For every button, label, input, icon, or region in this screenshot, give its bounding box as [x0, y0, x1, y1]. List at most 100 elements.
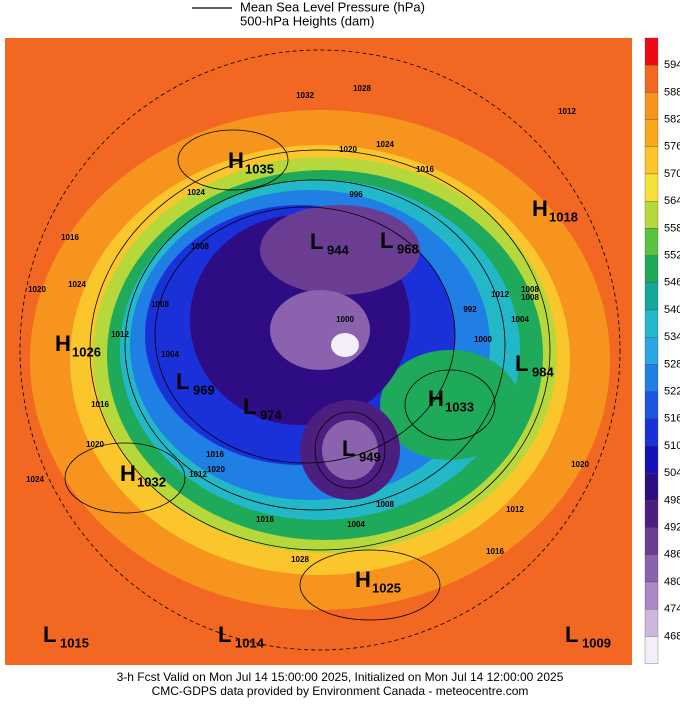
- center-value: 1025: [372, 580, 401, 595]
- colorbar-label: 474: [664, 603, 680, 615]
- isobar-label: 1000: [336, 315, 354, 324]
- colorbar-label: 486: [664, 549, 680, 561]
- height-area: [331, 333, 359, 357]
- colorbar-swatch: [644, 609, 659, 637]
- center-type: L: [310, 229, 323, 254]
- center-type: L: [243, 394, 256, 419]
- isobar-label: 1016: [486, 547, 504, 556]
- isobar-label: 1000: [474, 335, 492, 344]
- isobar: [89, 149, 551, 551]
- colorbar-swatch: [644, 65, 659, 93]
- isobar-label: 1016: [416, 165, 434, 174]
- center-value: 1035: [245, 161, 274, 176]
- colorbar-swatch: [644, 445, 659, 474]
- height-area: [322, 420, 378, 480]
- isobar: [154, 206, 456, 464]
- isobar-label: 992: [463, 305, 477, 314]
- legend-text: 500-hPa Heights (dam): [240, 13, 374, 28]
- footer-text: 3-h Fcst Valid on Mon Jul 14 15:00:00 20…: [117, 670, 564, 684]
- center-type: H: [55, 331, 71, 356]
- isobar-label: 1016: [206, 450, 224, 459]
- isobar-label: 1008: [521, 293, 539, 302]
- center-type: H: [120, 461, 136, 486]
- colorbar-swatch: [644, 364, 659, 392]
- colorbar-label: 576: [664, 141, 680, 153]
- colorbar-swatch: [644, 337, 659, 365]
- colorbar-swatch: [644, 500, 659, 528]
- isobar-label: 1024: [187, 188, 205, 197]
- isobar-label: 1012: [491, 290, 509, 299]
- isobar-label: 1008: [191, 242, 209, 251]
- isobar-label: 1028: [291, 555, 309, 564]
- center-value: 949: [359, 449, 381, 464]
- center-type: L: [342, 436, 355, 461]
- isobar-label: 1008: [376, 500, 394, 509]
- isobar-label: 1004: [511, 315, 529, 324]
- isobar-label: 1016: [256, 515, 274, 524]
- colorbar-swatch: [644, 418, 659, 447]
- isobar-label: 1032: [296, 91, 314, 100]
- isobar-label: 1028: [353, 84, 371, 93]
- center-value: 1032: [137, 474, 166, 489]
- center-value: 1033: [445, 399, 474, 414]
- center-value: 969: [193, 382, 215, 397]
- colorbar-swatch: [644, 201, 659, 229]
- latitude-circle: [19, 49, 621, 651]
- isobar-label: 1020: [86, 440, 104, 449]
- colorbar-swatch: [644, 636, 659, 664]
- center-type: H: [428, 386, 444, 411]
- isobar-label: 1020: [339, 145, 357, 154]
- center-type: H: [532, 196, 548, 221]
- colorbar-label: 558: [664, 222, 680, 234]
- colorbar-swatch: [644, 92, 659, 120]
- map: [5, 38, 632, 665]
- center-type: H: [355, 567, 371, 592]
- isobar-label: 1004: [161, 350, 179, 359]
- colorbar-swatch: [644, 554, 659, 583]
- isobar-label: 1024: [26, 475, 44, 484]
- center-value: 1015: [60, 635, 89, 650]
- legend-text: Mean Sea Level Pressure (hPa): [240, 0, 425, 14]
- center-type: L: [218, 622, 231, 647]
- colorbar-label: 480: [664, 576, 680, 588]
- colorbar-label: 552: [664, 250, 680, 262]
- colorbar-swatch: [644, 173, 659, 202]
- colorbar-label: 498: [664, 494, 680, 506]
- colorbar-swatch: [644, 37, 659, 66]
- isobar-label: 1008: [151, 300, 169, 309]
- center-value: 1026: [72, 344, 101, 359]
- colorbar-swatch: [644, 309, 659, 338]
- colorbar-swatch: [644, 146, 659, 175]
- isobar-label: 1012: [111, 330, 129, 339]
- colorbar-label: 534: [664, 331, 680, 343]
- colorbar-swatch: [644, 282, 659, 311]
- colorbar-swatch: [644, 581, 659, 610]
- colorbar-label: 588: [664, 86, 680, 98]
- colorbar-label: 594: [664, 59, 680, 71]
- colorbar-swatch: [644, 228, 659, 256]
- center-value: 984: [532, 364, 554, 379]
- isobar: [124, 179, 506, 511]
- colorbar-label: 504: [664, 467, 680, 479]
- center-value: 1009: [582, 635, 611, 650]
- colorbar-label: 522: [664, 386, 680, 398]
- isobar: [64, 442, 186, 514]
- isobar-label: 1024: [376, 140, 394, 149]
- colorbar-swatch: [644, 391, 659, 419]
- isobar-label: 1024: [68, 280, 86, 289]
- isobar-label: 1020: [207, 465, 225, 474]
- isobar-label: 1004: [347, 520, 365, 529]
- isobar-label: 1016: [61, 233, 79, 242]
- colorbar-label: 546: [664, 277, 680, 289]
- colorbar-label: 510: [664, 440, 680, 452]
- colorbar-label: 516: [664, 413, 680, 425]
- height-area: [270, 290, 370, 370]
- center-type: L: [380, 228, 393, 253]
- center-type: L: [515, 351, 528, 376]
- isobar-label: 1020: [28, 285, 46, 294]
- colorbar-swatch: [644, 473, 659, 501]
- isobar-label: 1012: [558, 107, 576, 116]
- center-type: L: [565, 622, 578, 647]
